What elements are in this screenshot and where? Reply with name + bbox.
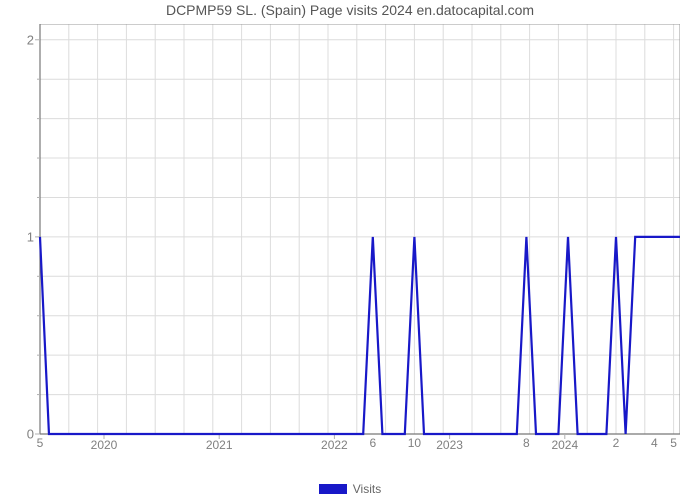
data-point-label: 6 — [369, 436, 376, 450]
x-tick-label: 2021 — [206, 438, 233, 452]
data-point-label: 5 — [37, 436, 44, 450]
x-tick-label: 2024 — [551, 438, 578, 452]
legend: Visits — [0, 482, 700, 496]
y-tick-label: 2 — [27, 32, 34, 47]
x-tick-label: 2022 — [321, 438, 348, 452]
data-point-label: 10 — [408, 436, 421, 450]
data-point-label: 4 — [651, 436, 658, 450]
data-point-label: 2 — [613, 436, 620, 450]
y-tick-label: 0 — [27, 427, 34, 442]
data-point-label: 5 — [670, 436, 677, 450]
visits-line-chart: DCPMP59 SL. (Spain) Page visits 2024 en.… — [0, 0, 700, 500]
chart-title: DCPMP59 SL. (Spain) Page visits 2024 en.… — [0, 2, 700, 18]
plot-area: 0122020202120222023202456108245 — [40, 24, 680, 434]
visits-series-line — [40, 237, 680, 434]
y-tick-label: 1 — [27, 229, 34, 244]
data-point-label: 8 — [523, 436, 530, 450]
legend-swatch — [319, 484, 347, 494]
plot-svg — [34, 24, 680, 440]
legend-label: Visits — [353, 482, 381, 496]
x-tick-label: 2020 — [91, 438, 118, 452]
x-tick-label: 2023 — [436, 438, 463, 452]
